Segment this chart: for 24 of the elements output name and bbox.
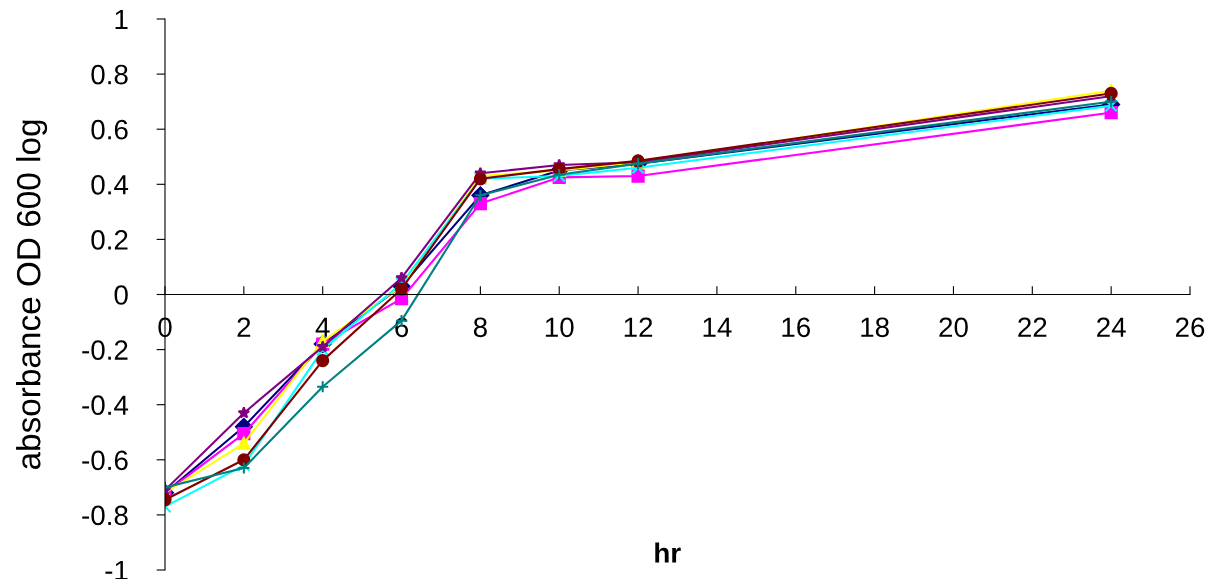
y-tick-label: 0.4 <box>91 174 129 195</box>
y-tick-label: 0.8 <box>91 64 128 85</box>
y-tick-label: -0.6 <box>82 450 128 471</box>
x-tick-label: 22 <box>1018 317 1047 337</box>
y-tick-label: -0.8 <box>82 505 128 526</box>
y-tick-label: 0 <box>114 285 128 305</box>
x-tick-label: 8 <box>473 317 487 338</box>
x-axis-title: hr <box>655 542 681 563</box>
x-tick-label: 18 <box>861 317 889 338</box>
y-tick-label: -0.2 <box>82 340 128 360</box>
y-tick-label: -0.4 <box>82 395 129 416</box>
x-tick-label: 12 <box>624 317 653 337</box>
y-axis-title: absorbance OD 600 log <box>16 120 48 470</box>
x-tick-label: 2 <box>237 317 251 337</box>
x-tick-label: 4 <box>315 317 330 337</box>
y-tick-label: 0.2 <box>91 230 128 250</box>
y-tick-label: 0.6 <box>91 119 128 140</box>
x-tick-label: 26 <box>1175 317 1205 338</box>
x-tick-label: 14 <box>703 317 732 337</box>
x-tick-label: 16 <box>782 317 810 338</box>
x-tick-label: 24 <box>1097 317 1126 337</box>
x-tick-label: 10 <box>545 317 574 338</box>
y-tick-label: 1 <box>115 9 128 30</box>
x-tick-label: 20 <box>939 317 968 338</box>
